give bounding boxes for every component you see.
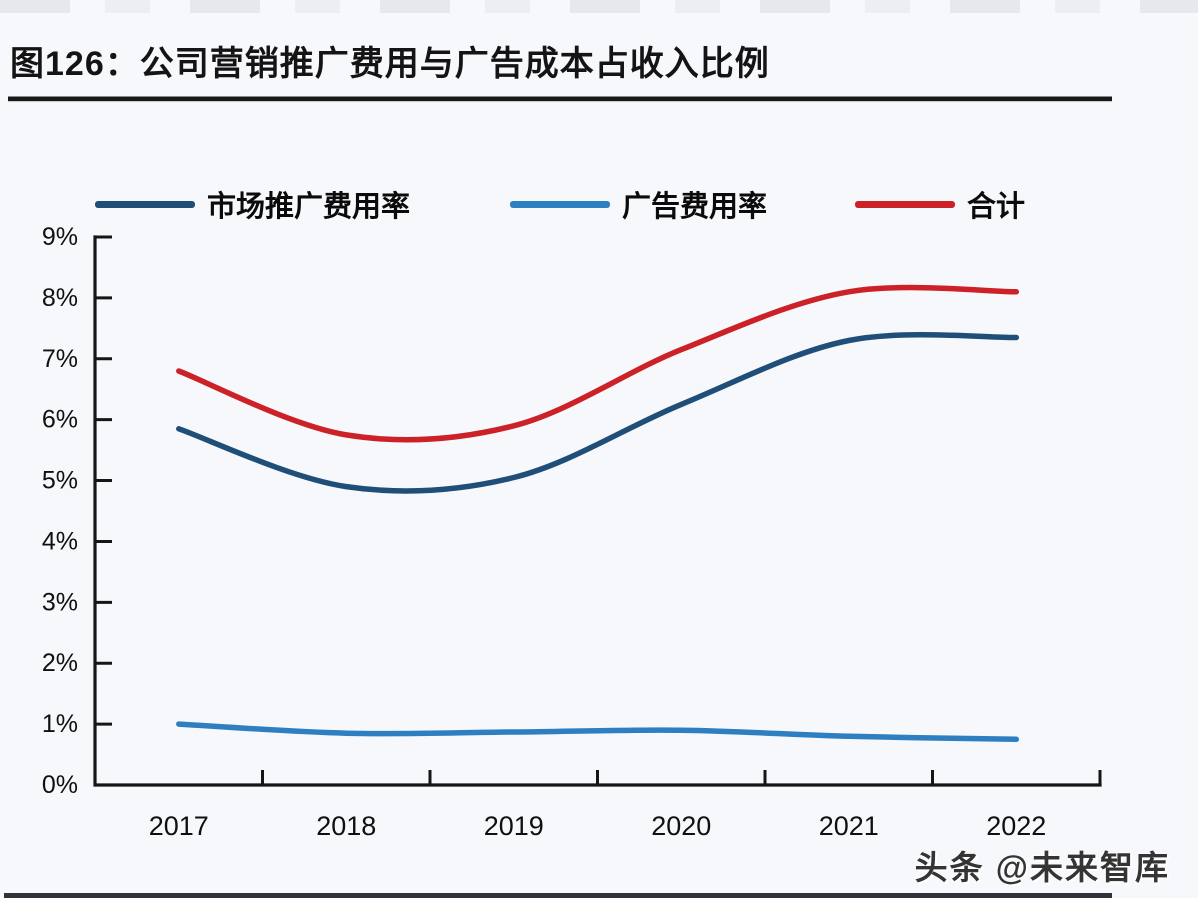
y-tick-label: 4% [42, 527, 78, 555]
y-tick-label: 7% [42, 345, 78, 373]
legend-line-swatch-advertising [510, 200, 610, 208]
legend-label-advertising: 广告费用率 [622, 191, 768, 223]
x-tick-label: 2019 [484, 811, 544, 841]
y-tick-label: 2% [42, 649, 78, 677]
legend-item-market-promotion: 市场推广费用率 [95, 184, 410, 224]
x-tick-label: 2022 [986, 811, 1046, 841]
y-tick-label: 3% [42, 588, 78, 616]
bottom-divider-bar [4, 893, 1112, 898]
y-tick-label: 9% [42, 225, 78, 251]
series-line-advertising [176, 721, 1020, 743]
figure-title: 图126：公司营销推广费用与广告成本占收入比例 [10, 45, 770, 83]
legend-label-total: 合计 [967, 191, 1026, 223]
axes-frame [93, 235, 1102, 787]
title-underline [8, 96, 1112, 102]
legend-item-total: 合计 [855, 184, 1025, 224]
y-tick-label: 5% [42, 467, 78, 495]
x-tick-label: 2018 [316, 811, 376, 841]
y-tick-label: 0% [42, 771, 78, 799]
y-tick-label: 1% [42, 710, 78, 738]
cropped-text-artifact [0, 0, 1198, 13]
series-line-market-promotion [176, 332, 1020, 494]
series-line-total [176, 284, 1020, 443]
legend-line-swatch-total [855, 200, 955, 208]
x-tick-label: 2017 [149, 811, 209, 841]
x-tick-label: 2021 [819, 811, 879, 841]
legend-line-swatch-market-promotion [95, 200, 195, 208]
legend-label-market-promotion: 市场推广费用率 [207, 191, 411, 223]
x-tick-label: 2020 [651, 811, 711, 841]
chart-legend: 市场推广费用率 广告费用率 合计 [0, 184, 1198, 224]
line-chart-canvas: 0% 1% 2% 3% 4% 5% 6% 7% 8% 9% 2017 2018 2019 2020 2021… [42, 225, 1102, 841]
y-tick-label: 8% [42, 284, 78, 312]
y-tick-label: 6% [42, 406, 78, 434]
legend-item-advertising: 广告费用率 [510, 184, 767, 224]
watermark-toutiao: 头条 @未来智库 [914, 849, 1170, 886]
